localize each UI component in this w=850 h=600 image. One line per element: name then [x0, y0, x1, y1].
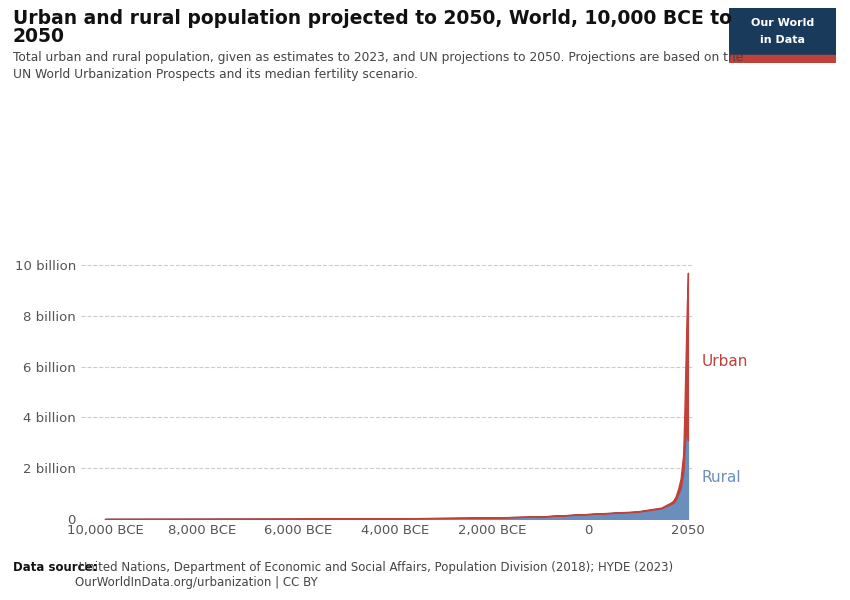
Text: United Nations, Department of Economic and Social Affairs, Population Division (: United Nations, Department of Economic a… — [75, 561, 673, 589]
Text: Urban and rural population projected to 2050, World, 10,000 BCE to: Urban and rural population projected to … — [13, 9, 732, 28]
Text: in Data: in Data — [760, 35, 805, 45]
Text: Rural: Rural — [701, 470, 741, 485]
Text: Data source:: Data source: — [13, 561, 97, 574]
Text: Our World: Our World — [751, 18, 814, 28]
Text: Urban: Urban — [701, 354, 748, 369]
Text: 2050: 2050 — [13, 27, 65, 46]
Text: Total urban and rural population, given as estimates to 2023, and UN projections: Total urban and rural population, given … — [13, 51, 743, 81]
Bar — [729, 55, 836, 63]
